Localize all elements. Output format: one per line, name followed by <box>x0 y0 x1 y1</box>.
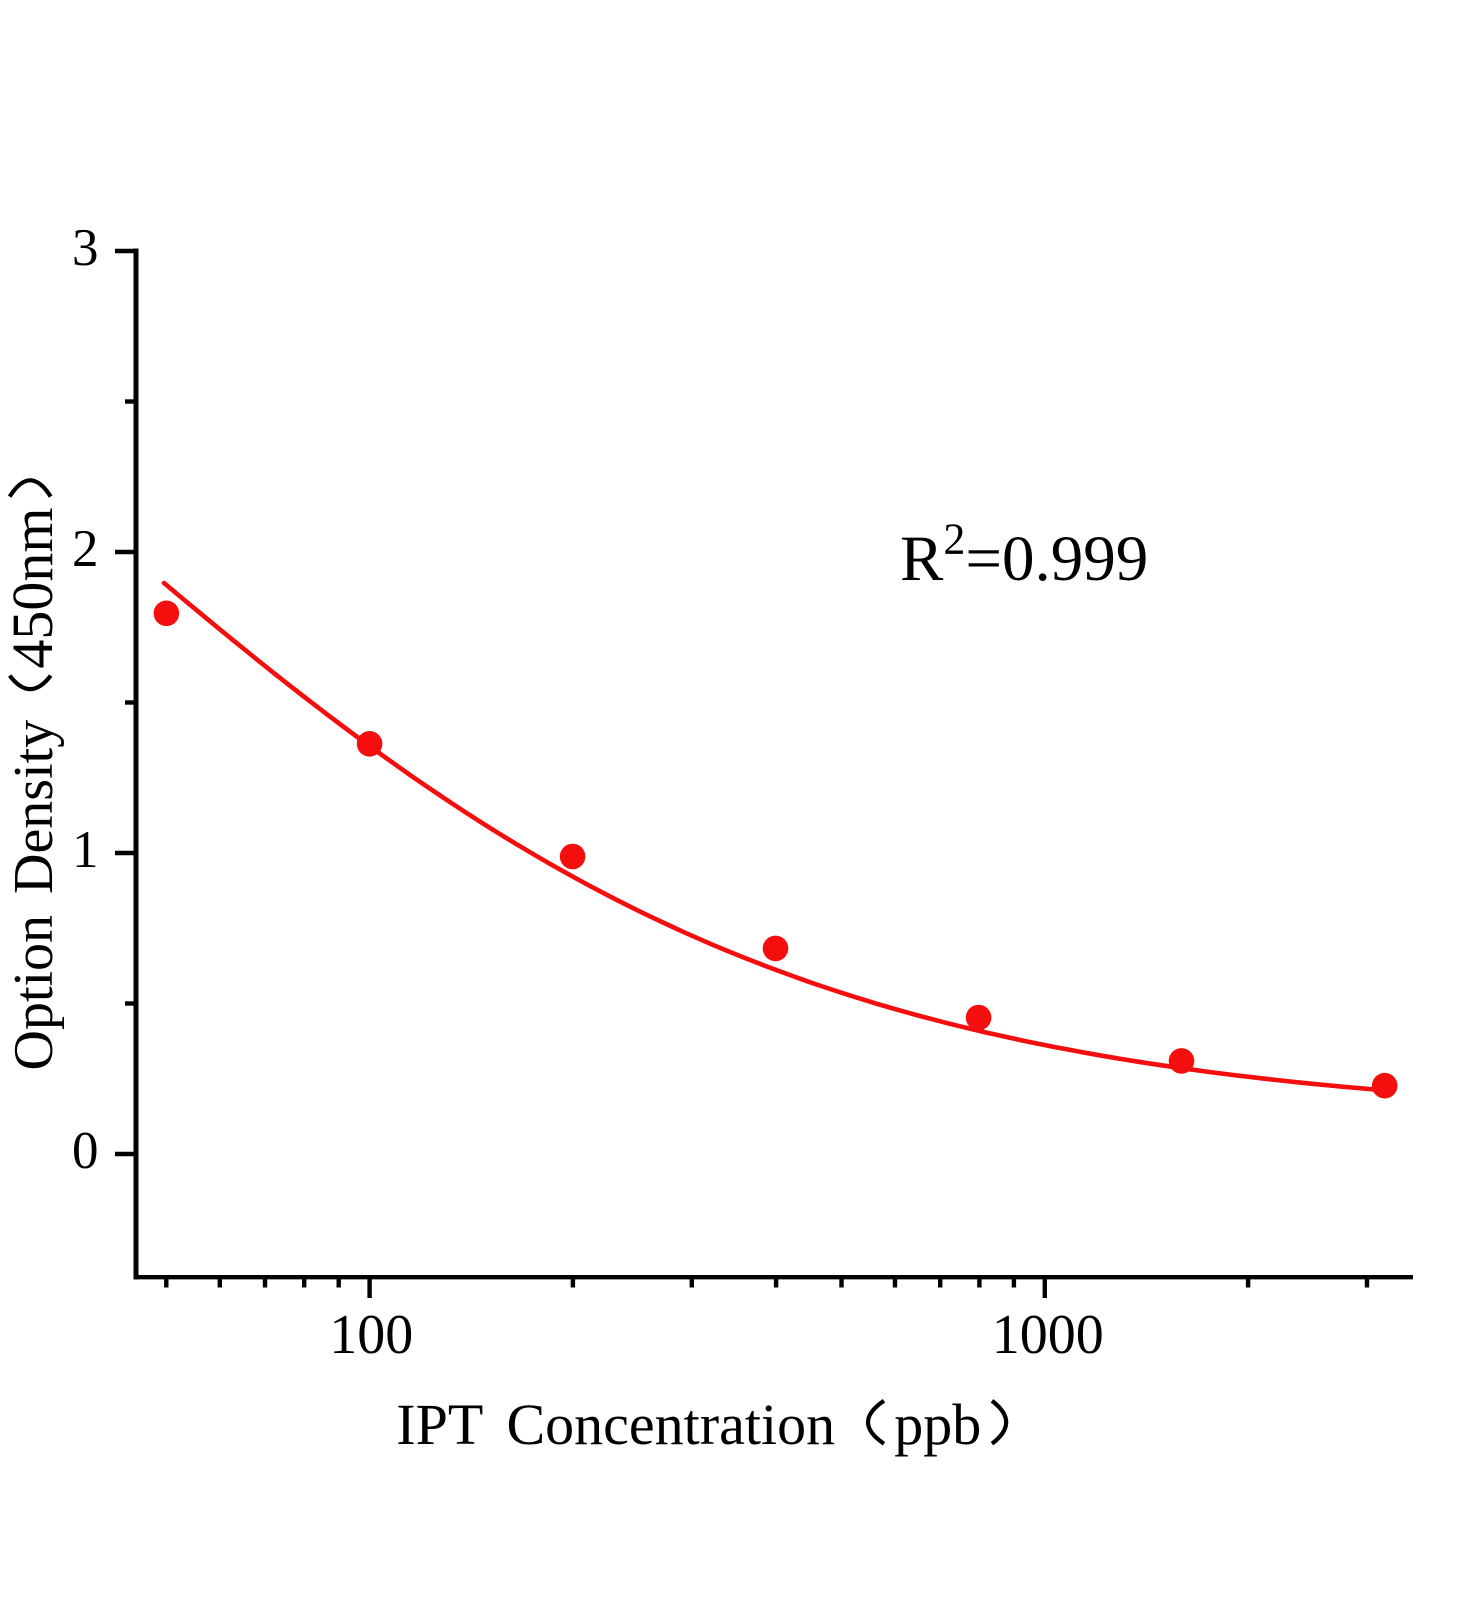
svg-text:Concentration: Concentration <box>507 1392 836 1457</box>
svg-text:100: 100 <box>329 1304 413 1366</box>
svg-text:2: 2 <box>72 520 99 578</box>
svg-text:Density: Density <box>3 720 65 894</box>
svg-text:IPT: IPT <box>396 1392 483 1457</box>
svg-text:1: 1 <box>72 821 99 879</box>
svg-text:3: 3 <box>72 219 99 277</box>
svg-text:1000: 1000 <box>992 1304 1104 1366</box>
svg-text:R2=0.999: R2=0.999 <box>900 515 1148 596</box>
svg-text:Option: Option <box>3 915 65 1071</box>
svg-text:ppb: ppb <box>894 1392 981 1457</box>
svg-text:450nm: 450nm <box>0 507 65 668</box>
svg-text:0: 0 <box>72 1122 99 1180</box>
